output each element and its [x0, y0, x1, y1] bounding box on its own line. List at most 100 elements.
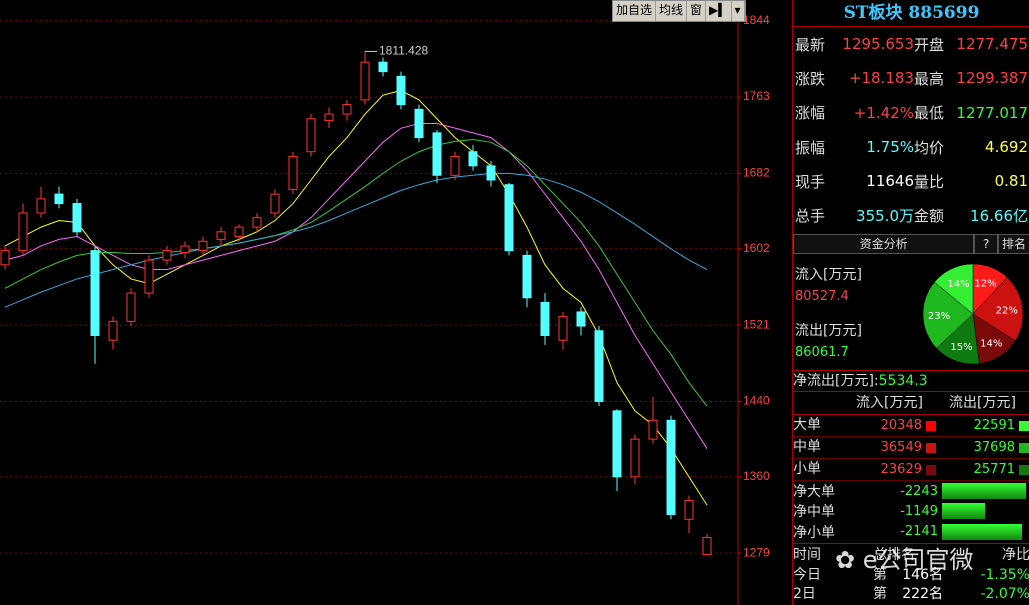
icon-button[interactable]: ▶▍: [706, 1, 732, 21]
net-row: 净流出[万元]:5534.3: [793, 370, 1029, 392]
y-tick-label: 1279: [743, 545, 770, 559]
candle-body: [0, 250, 10, 266]
row-label: 净大单: [793, 484, 835, 501]
header-cell: 流出[万元]: [949, 395, 1016, 411]
quote-label: 涨幅: [795, 104, 826, 123]
ranking-cell: 2日: [793, 586, 816, 602]
moving-average: [4, 172, 708, 308]
quote-row: 涨跌 +18.183 最高 1299.387: [793, 61, 1029, 95]
pie-chart: 12% 22% 14% 15% 23% 14%: [922, 263, 1024, 365]
candle-body: [612, 410, 622, 478]
candle-body: [684, 499, 694, 520]
candle-body: [180, 245, 190, 254]
tabs: 资金分析 ? 排名: [793, 234, 1029, 254]
net-bar: [942, 523, 1023, 540]
quote-value: 4.692: [985, 138, 1028, 157]
net-label: 净流出[万元]:: [793, 373, 879, 389]
ranking-header: 时间 总排名 净比: [793, 544, 1029, 566]
quote-label: 涨跌: [795, 69, 826, 88]
y-tick-label: 1763: [743, 89, 770, 103]
candle-body: [432, 132, 442, 176]
ranking-cell: 第: [873, 567, 887, 583]
y-tick-label: 1682: [743, 166, 770, 180]
button[interactable]: 均线: [656, 1, 688, 21]
outflow-value: 86061.7: [795, 345, 849, 360]
cell-value: 22591: [973, 418, 1015, 433]
tab[interactable]: 排名: [998, 234, 1029, 254]
net-table: 净大单 -2243 净中单 -1149 净小单 -2141: [793, 481, 1029, 542]
quote-label: 均价: [914, 138, 945, 157]
quote-value: 1295.653: [842, 35, 914, 54]
candle-body: [504, 184, 514, 252]
candle-body: [252, 217, 262, 228]
candle-body: [216, 231, 226, 240]
candle-body: [72, 203, 82, 233]
pie-slice: [934, 263, 974, 315]
candle-body: [234, 226, 244, 238]
quote-value: 16.66亿: [970, 207, 1028, 226]
quote-row: 现手 11646 量比 0.81: [793, 164, 1029, 198]
row-label: 大单: [793, 417, 821, 433]
candle-body: [630, 438, 640, 478]
swatch: [1019, 464, 1029, 475]
y-tick-label: 1360: [743, 469, 770, 483]
candle-body: [360, 61, 370, 101]
moving-average: [4, 138, 708, 407]
quote-row: 总手 355.0万 金额 16.66亿: [793, 198, 1029, 232]
candle-body: [288, 155, 298, 190]
candle-body: [666, 419, 676, 516]
moving-average: [4, 89, 708, 506]
table-row: 中单 36549 37698: [793, 437, 1029, 459]
icon-button[interactable]: ▾: [732, 1, 745, 21]
candle-body: [144, 259, 154, 294]
flow-table: 流入[万元] 流出[万元] 大单 20348 22591 中单 36549 37698 小单 23…: [793, 392, 1029, 481]
button[interactable]: 加自选: [613, 1, 657, 21]
candle-body: [450, 155, 460, 176]
kline-chart: 1844 1763 1682 1602 1521 1440 1360 1279 1811.428: [0, 0, 770, 605]
inflow-value: 80527.4: [795, 289, 849, 304]
swatch: [1019, 442, 1029, 453]
net-bar: [942, 503, 986, 520]
candle-body: [306, 118, 316, 153]
pie-label: 12%: [974, 278, 996, 289]
quote-label: 振幅: [795, 138, 826, 157]
cell: 36549: [843, 437, 936, 458]
quote-label: 金额: [914, 207, 945, 226]
ranking-cell: 222名: [902, 586, 943, 602]
ranking-row: 2日 第 222名 -2.07%: [793, 585, 1029, 604]
tab[interactable]: 资金分析: [793, 234, 975, 254]
candle-body: [576, 311, 586, 327]
quote-label: 最新: [795, 35, 826, 54]
ranking-row: 今日 第 146名 -1.35%: [793, 566, 1029, 585]
quote-value: 1277.475: [956, 35, 1028, 54]
outflow-label: 流出[万元]: [795, 323, 862, 339]
pie-label: 15%: [950, 342, 972, 353]
quote-label: 最高: [914, 69, 945, 88]
net-row: 净大单 -2243: [793, 481, 1029, 501]
candle-body: [90, 250, 100, 336]
candle-body: [486, 165, 496, 181]
cell-value: 36549: [880, 440, 922, 455]
quote-row: 最新 1295.653 开盘 1277.475: [793, 27, 1029, 61]
tab[interactable]: ?: [974, 234, 999, 254]
cell-value: 23629: [880, 462, 922, 477]
quote-value: 11646: [866, 172, 914, 191]
row-value: -2141: [900, 524, 938, 540]
candle-body: [414, 108, 424, 139]
candle-body: [558, 316, 568, 341]
header-cell: [793, 392, 843, 414]
watermark: ✿ e公司官微: [835, 546, 974, 574]
button[interactable]: 窗: [687, 1, 707, 21]
candle-body: [126, 292, 136, 322]
inflow-label: 流入[万元]: [795, 267, 862, 283]
cell: 23629: [843, 459, 936, 480]
quote-label: 开盘: [914, 35, 945, 54]
pie-slice: [922, 281, 974, 349]
row-label: 中单: [793, 439, 821, 455]
quote-value: 1299.387: [956, 69, 1028, 88]
quote-value: 1.75%: [866, 138, 914, 157]
candle-body: [324, 113, 334, 122]
candle-body: [378, 61, 388, 73]
ranking-cell: -1.35%: [980, 567, 1029, 583]
